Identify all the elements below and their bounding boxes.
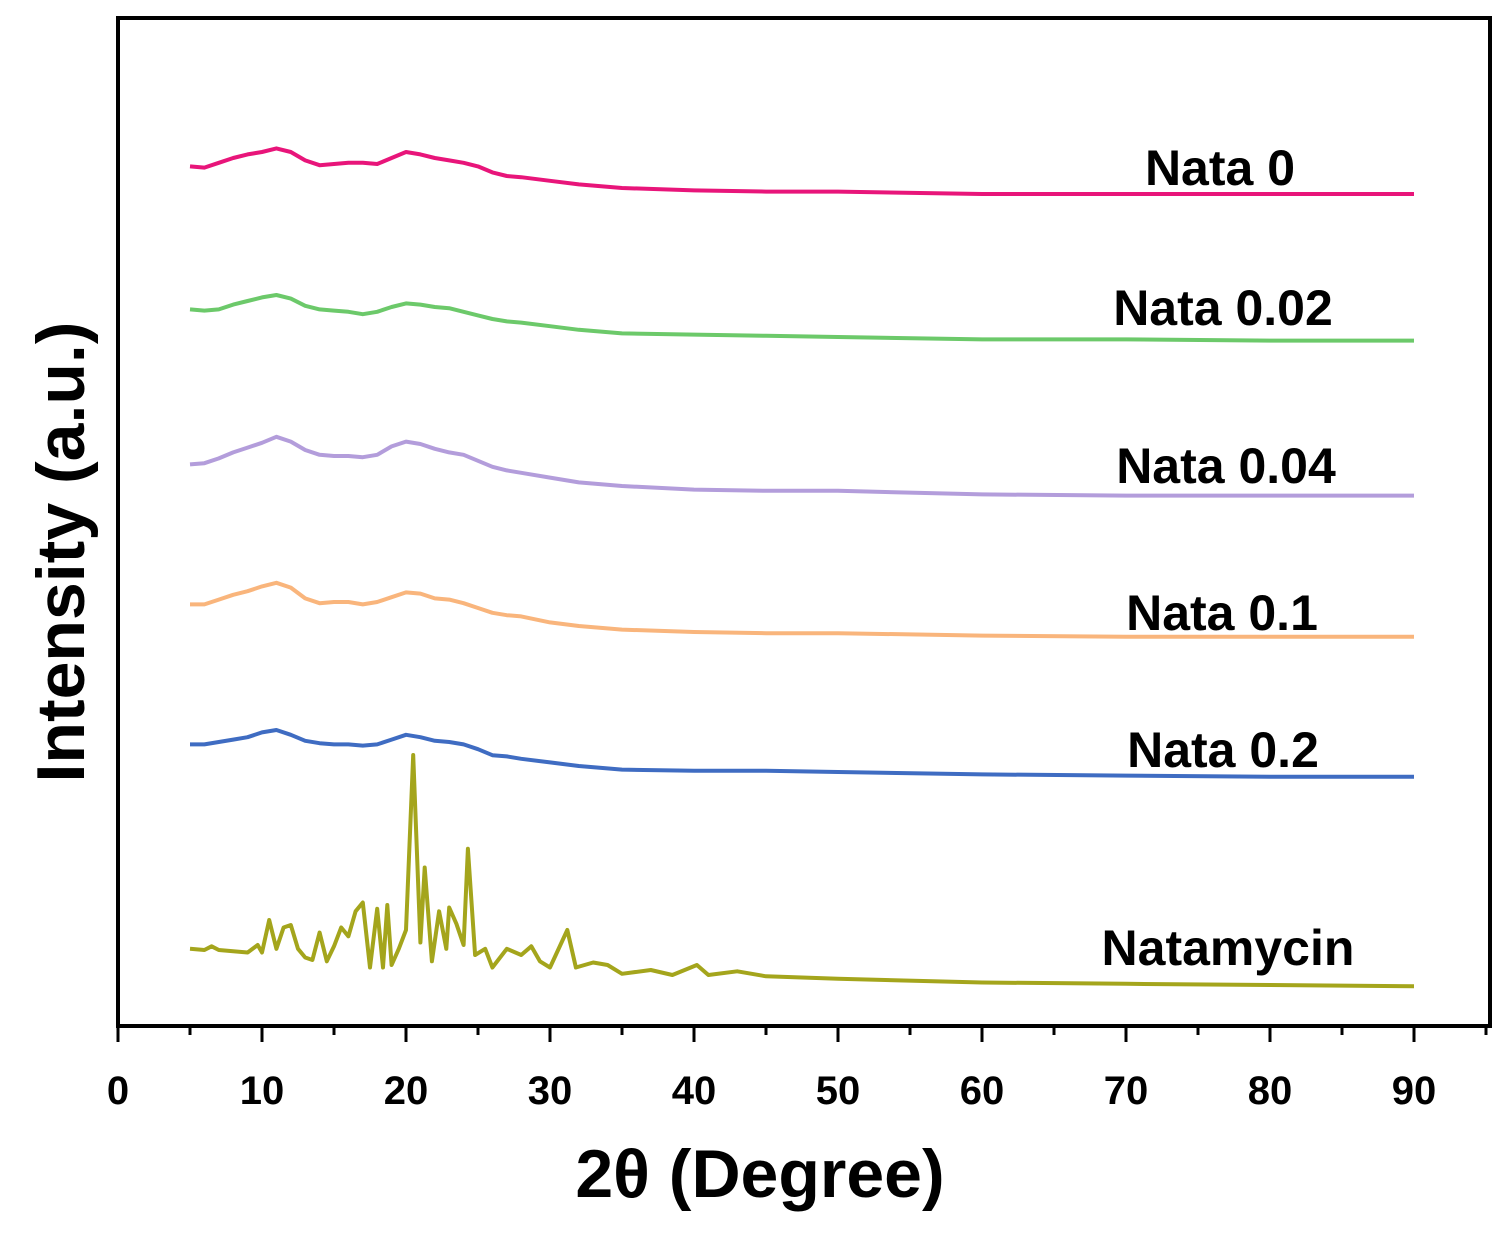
series-label: Nata 0 xyxy=(1145,140,1295,196)
series-line-nata-0-04 xyxy=(189,434,1414,498)
x-tick-label: 20 xyxy=(384,1069,429,1113)
series-label: Nata 0.2 xyxy=(1127,722,1319,778)
series-label: Nata 0.1 xyxy=(1126,585,1318,641)
y-axis-title: Intensity (a.u.) xyxy=(23,322,99,783)
plot-frame xyxy=(116,16,1492,1028)
series-line-natamycin xyxy=(189,753,1415,989)
x-tick-label: 90 xyxy=(1392,1069,1437,1113)
x-tick-label: 10 xyxy=(240,1069,285,1113)
series-labels: Nata 0 Nata 0.02 Nata 0.04 Nata 0.1 Nata 0.2… xyxy=(1102,140,1355,976)
series-line-nata-0-1 xyxy=(190,580,1414,639)
series-line-nata-0 xyxy=(189,146,1414,196)
series-label: Nata 0.02 xyxy=(1113,280,1333,336)
series-line-nata-0-2 xyxy=(190,728,1414,779)
series-lines xyxy=(189,146,1415,989)
x-axis-ticks: 0 10 20 30 40 50 60 70 80 90 xyxy=(107,1026,1488,1113)
x-tick-label: 60 xyxy=(960,1069,1005,1113)
series-label: Nata 0.04 xyxy=(1116,438,1336,494)
x-tick-label: 70 xyxy=(1104,1069,1149,1113)
x-axis-title: 2θ (Degree) xyxy=(575,1136,944,1212)
x-tick-label: 0 xyxy=(107,1069,129,1113)
series-label: Natamycin xyxy=(1102,920,1355,976)
x-tick-label: 50 xyxy=(816,1069,861,1113)
series-line-nata-0-02 xyxy=(189,293,1414,343)
x-tick-label: 40 xyxy=(672,1069,717,1113)
x-tick-label: 80 xyxy=(1248,1069,1293,1113)
x-tick-label: 30 xyxy=(528,1069,573,1113)
